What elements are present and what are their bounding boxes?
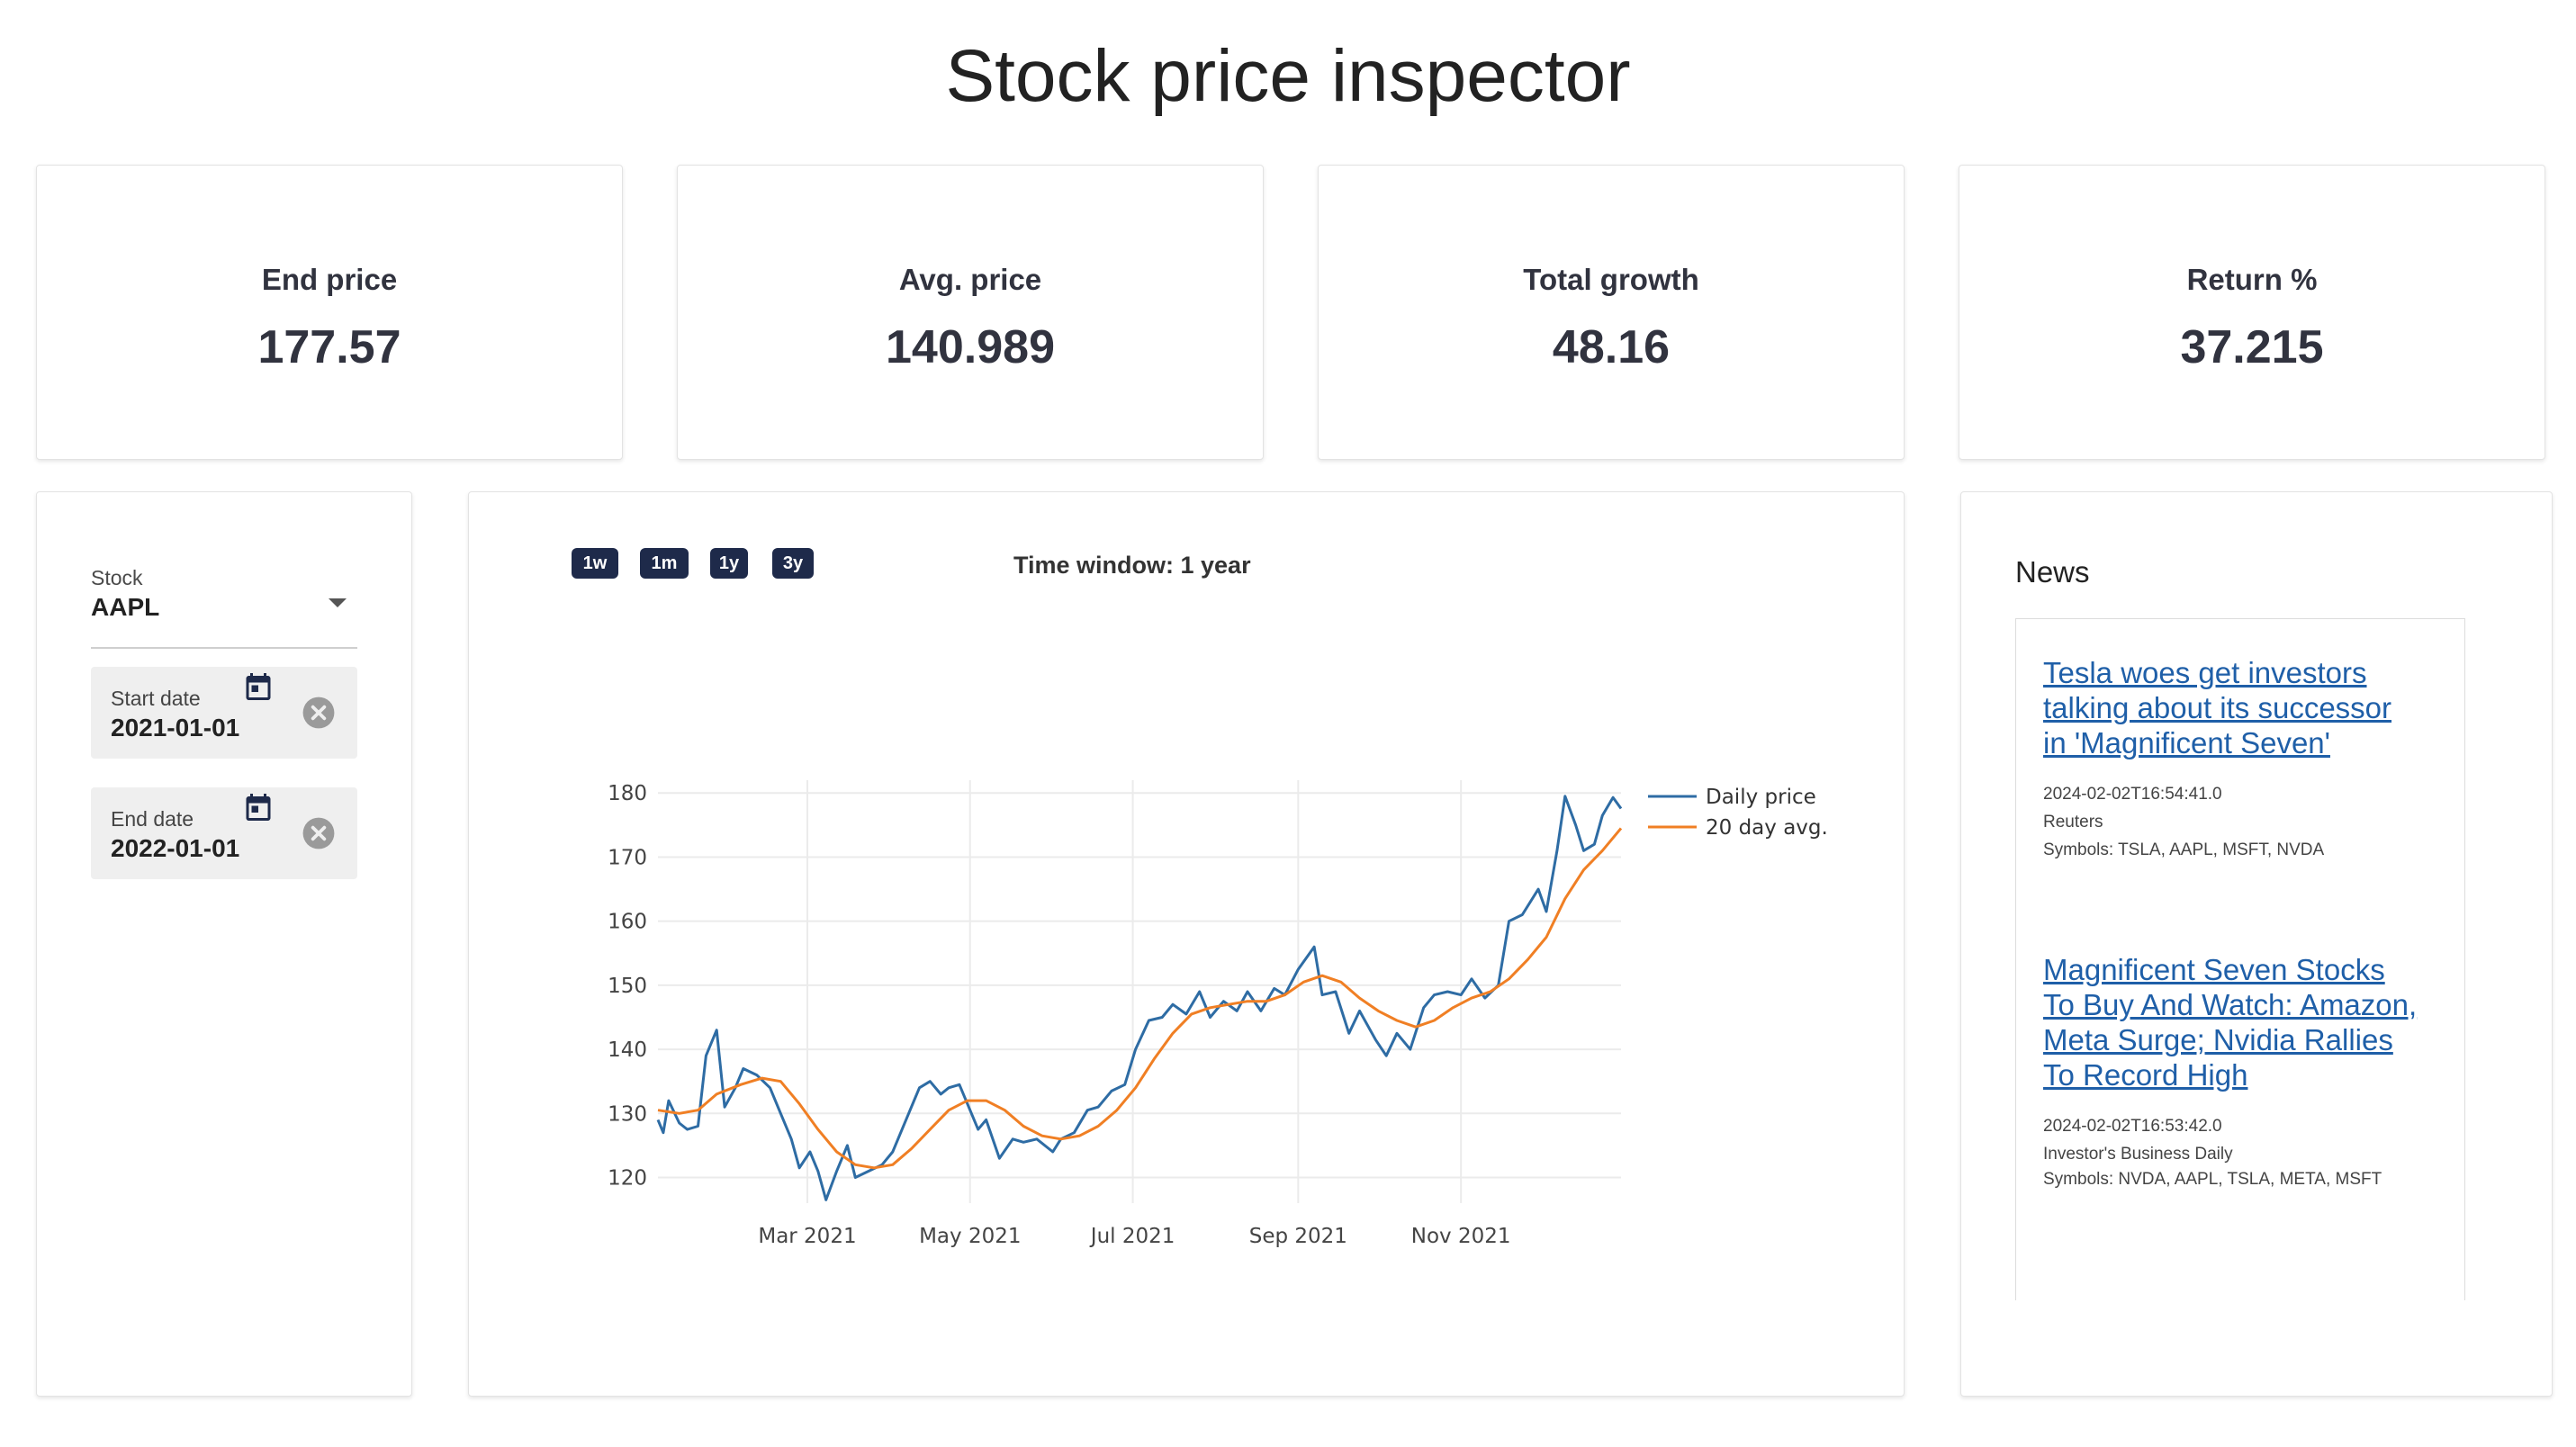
- x-tick-label: Sep 2021: [1249, 1225, 1347, 1248]
- metric-card-end-price: End price 177.57: [36, 165, 623, 460]
- metric-label: Total growth: [1523, 263, 1699, 296]
- y-tick-label: 160: [608, 911, 647, 934]
- time-window-1m-button[interactable]: 1m: [640, 548, 689, 579]
- x-tick-label: Mar 2021: [758, 1225, 856, 1248]
- news-source: Investor's Business Daily: [2043, 1145, 2233, 1164]
- news-item: Tesla woes get investors talking about i…: [2043, 655, 2421, 864]
- y-tick-label: 130: [608, 1102, 647, 1126]
- clear-icon[interactable]: [302, 696, 336, 730]
- news-timestamp: 2024-02-02T16:54:41.0: [2043, 785, 2222, 804]
- start-date-value[interactable]: 2021-01-01: [111, 714, 240, 741]
- price-chart[interactable]: Mar 2021 May 2021 Jul 2021 Sep 2021 Nov 2021…: [469, 492, 1905, 1398]
- news-list[interactable]: Tesla woes get investors talking about i…: [2015, 618, 2465, 1300]
- time-window-1w-button[interactable]: 1w: [572, 548, 618, 579]
- start-date-field[interactable]: Start date 2021-01-01: [91, 667, 357, 759]
- legend-label: Daily price: [1706, 786, 1816, 809]
- y-tick-label: 140: [608, 1038, 647, 1062]
- controls-panel: Stock AAPL Start date 2021-01-01 End dat…: [36, 491, 412, 1397]
- x-tick-label: May 2021: [919, 1225, 1021, 1248]
- news-headline-link[interactable]: Tesla woes get investors talking about i…: [2043, 656, 2392, 759]
- chevron-down-icon[interactable]: [329, 598, 347, 607]
- x-tick-label: Nov 2021: [1411, 1225, 1511, 1248]
- news-symbols: Symbols: NVDA, AAPL, TSLA, META, MSFT: [2043, 1170, 2382, 1189]
- metric-value: 140.989: [886, 321, 1055, 373]
- stock-select-label: Stock: [91, 566, 143, 589]
- news-timestamp: 2024-02-02T16:53:42.0: [2043, 1117, 2222, 1136]
- metric-card-total-growth: Total growth 48.16: [1318, 165, 1905, 460]
- metric-card-return: Return % 37.215: [1959, 165, 2545, 460]
- stock-select[interactable]: Stock AAPL: [91, 566, 357, 649]
- calendar-icon[interactable]: [242, 670, 275, 703]
- chart-panel: 1w 1m 1y 3y Time window: 1 year Mar 2021…: [468, 491, 1905, 1397]
- news-source: Reuters: [2043, 813, 2103, 831]
- y-tick-label: 120: [608, 1167, 647, 1191]
- y-tick-label: 150: [608, 975, 647, 998]
- avg-price-line: [657, 827, 1623, 1170]
- calendar-icon[interactable]: [242, 791, 275, 823]
- news-symbols: Symbols: TSLA, AAPL, MSFT, NVDA: [2043, 840, 2325, 859]
- time-window-label: Time window: 1 year: [1013, 552, 1251, 579]
- metric-label: Avg. price: [898, 263, 1042, 296]
- start-date-label: Start date: [111, 687, 201, 710]
- metric-value: 48.16: [1552, 321, 1671, 373]
- end-date-label: End date: [111, 807, 194, 831]
- time-window-1y-button[interactable]: 1y: [710, 548, 748, 579]
- page-title: Stock price inspector: [945, 35, 1631, 117]
- news-item: Magnificent Seven Stocks To Buy And Watc…: [2043, 952, 2421, 1191]
- metric-label: Return %: [2186, 263, 2318, 296]
- daily-price-line: [656, 795, 1623, 1201]
- end-date-field[interactable]: End date 2022-01-01: [91, 787, 357, 879]
- news-headline-link[interactable]: Magnificent Seven Stocks To Buy And Watc…: [2043, 953, 2418, 1092]
- news-title: News: [2015, 555, 2090, 589]
- y-tick-label: 180: [608, 782, 647, 805]
- metric-label: End price: [261, 263, 398, 296]
- y-tick-label: 170: [608, 846, 647, 869]
- time-window-3y-button[interactable]: 3y: [772, 548, 814, 579]
- end-date-value[interactable]: 2022-01-01: [111, 834, 240, 862]
- metric-value: 37.215: [2180, 321, 2324, 373]
- metric-value: 177.57: [257, 321, 401, 373]
- x-tick-label: Jul 2021: [1089, 1225, 1175, 1248]
- news-panel: News Tesla woes get investors talking ab…: [1960, 491, 2553, 1397]
- legend-label: 20 day avg.: [1706, 816, 1828, 840]
- clear-icon[interactable]: [302, 816, 336, 850]
- metric-card-avg-price: Avg. price 140.989: [677, 165, 1264, 460]
- stock-select-value[interactable]: AAPL: [91, 593, 160, 621]
